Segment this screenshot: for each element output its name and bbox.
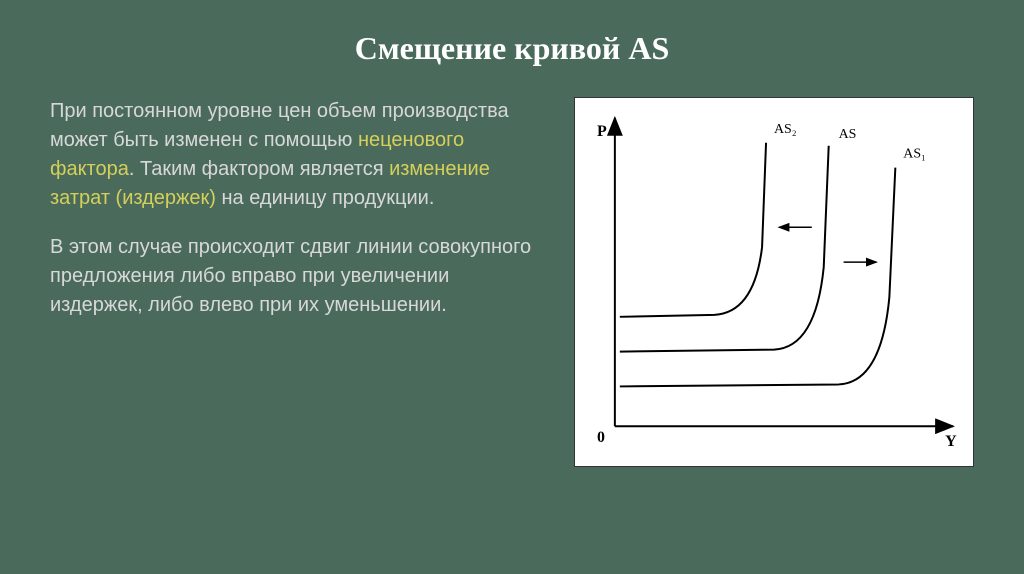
p1-mid: . Таким фактором является: [129, 158, 389, 180]
svg-text:P: P: [597, 123, 607, 140]
chart-container: P Y 0 AS₂ AS AS₁: [574, 97, 974, 467]
p1-suffix: на единицу продукции.: [216, 187, 434, 209]
text-block: При постоянном уровне цен объем производ…: [50, 97, 544, 340]
svg-text:AS₁: AS₁: [903, 147, 926, 162]
slide: Смещение кривой AS При постоянном уровне…: [0, 0, 1024, 574]
svg-text:Y: Y: [945, 433, 957, 450]
slide-title: Смещение кривой AS: [50, 30, 974, 67]
svg-text:0: 0: [597, 429, 605, 446]
paragraph-1: При постоянном уровне цен объем производ…: [50, 97, 544, 213]
svg-text:AS₂: AS₂: [774, 122, 797, 137]
content-row: При постоянном уровне цен объем производ…: [50, 97, 974, 467]
paragraph-2: В этом случае происходит сдвиг линии сов…: [50, 233, 544, 320]
svg-text:AS: AS: [839, 127, 857, 142]
as-curve-chart: P Y 0 AS₂ AS AS₁: [575, 98, 973, 466]
